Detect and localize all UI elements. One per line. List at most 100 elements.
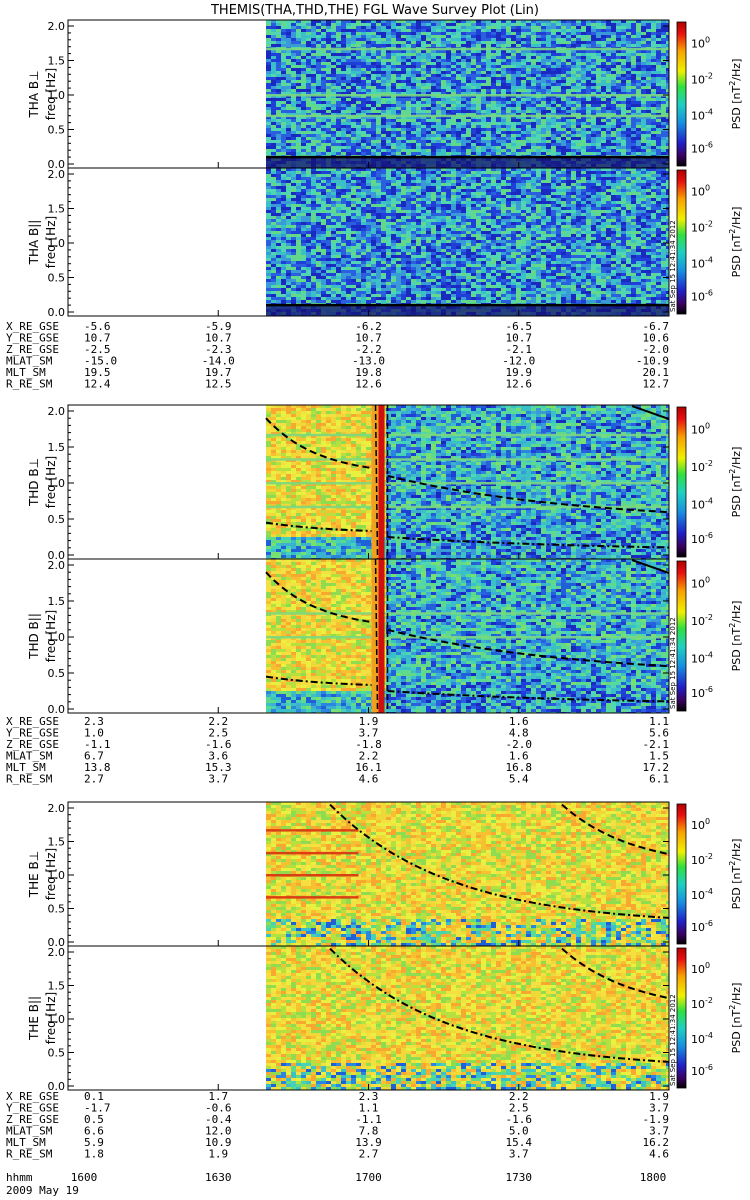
figure-title: THEMIS(THA,THD,THE) FGL Wave Survey Plot… bbox=[210, 3, 539, 18]
time-row-label: hhmm bbox=[6, 1171, 33, 1184]
half-fce-curve bbox=[387, 536, 669, 549]
date-label: 2009 May 19 bbox=[6, 1184, 79, 1197]
colorbar-tick-label: 10-4 bbox=[691, 651, 713, 666]
ephemeris-value: 12.0 bbox=[205, 1125, 232, 1138]
ephemeris-row-label: X_RE_GSE bbox=[6, 715, 59, 728]
ephemeris-row-label: Y_RE_GSE bbox=[6, 727, 59, 740]
ephemeris-value: 6.7 bbox=[84, 750, 104, 763]
harmonic-line bbox=[266, 612, 669, 615]
ephemeris-value: 1.7 bbox=[208, 1090, 228, 1103]
y-tick-label: 1.0 bbox=[48, 631, 66, 644]
ephemeris-value: 13.8 bbox=[84, 761, 111, 774]
y-tick-label: 0.5 bbox=[48, 667, 66, 680]
ephemeris-row-label: Y_RE_GSE bbox=[6, 1102, 59, 1115]
y-axis-label: freq [Hz] bbox=[44, 68, 58, 120]
ephemeris-value: 6.1 bbox=[649, 773, 669, 786]
ephemeris-value: 10.9 bbox=[205, 1136, 232, 1149]
y-tick-label: 0.5 bbox=[48, 272, 66, 285]
harmonic-line bbox=[266, 114, 669, 118]
ephemeris-value: 12.5 bbox=[205, 378, 232, 391]
ephemeris-value: 20.1 bbox=[643, 366, 670, 379]
colorbar-label: PSD [nT2/Hz] bbox=[728, 207, 743, 278]
ephemeris-value: 3.7 bbox=[509, 1148, 529, 1161]
y-tick-label: 2.0 bbox=[48, 946, 66, 959]
ephemeris-value: -2.2 bbox=[355, 343, 382, 356]
colorbar-tick-label: 10-2 bbox=[691, 852, 713, 867]
y-tick-label: 1.0 bbox=[48, 237, 66, 250]
low-frequency-band bbox=[266, 306, 669, 316]
colorbar-tick-label: 10-6 bbox=[691, 1063, 713, 1078]
ephemeris-row-label: MLAT_SM bbox=[6, 1125, 53, 1138]
y-axis-label: freq [Hz] bbox=[44, 848, 58, 900]
y-tick-label: 0.5 bbox=[48, 124, 66, 137]
ephemeris-value: 1.1 bbox=[359, 1102, 379, 1115]
colorbar-tick-label: 100 bbox=[691, 184, 710, 199]
y-tick-label: 0.0 bbox=[48, 158, 66, 171]
ephemeris-value: 0.5 bbox=[84, 1113, 104, 1126]
ephemeris-row-label: R_RE_SM bbox=[6, 378, 53, 391]
ephemeris-value: 3.7 bbox=[649, 1102, 669, 1115]
y-tick-label: 2.0 bbox=[48, 168, 66, 181]
harmonic-line bbox=[266, 94, 669, 97]
spike-curve bbox=[374, 405, 379, 559]
time-tick-label: 1630 bbox=[205, 1171, 232, 1184]
ephemeris-value: 16.8 bbox=[506, 761, 533, 774]
timestamp: Sat Sep 15 12:41:34 2012 bbox=[669, 617, 677, 709]
harmonic-line bbox=[266, 874, 359, 877]
ephemeris-value: 3.6 bbox=[208, 750, 228, 763]
ephemeris-value: 1.8 bbox=[84, 1148, 104, 1161]
ephemeris-value: 4.8 bbox=[509, 727, 529, 740]
half-fce-curve bbox=[265, 675, 372, 686]
ephemeris-value: 2.3 bbox=[359, 1090, 379, 1103]
spike-band bbox=[371, 405, 380, 559]
harmonic-line bbox=[266, 636, 669, 639]
ephemeris-value: 16.1 bbox=[355, 761, 382, 774]
colorbar-tick-label: 10-2 bbox=[691, 72, 713, 87]
colorbar-tick-label: 10-2 bbox=[691, 459, 713, 474]
ephemeris-value: -5.9 bbox=[205, 320, 232, 333]
ephemeris-value: 6.6 bbox=[84, 1125, 104, 1138]
ephemeris-value: 1.0 bbox=[84, 727, 104, 740]
colorbar-tick-label: 10-4 bbox=[691, 108, 713, 123]
ephemeris-value: -2.0 bbox=[506, 738, 533, 751]
ephemeris-value: 15.4 bbox=[506, 1136, 533, 1149]
ephemeris-value: 12.7 bbox=[643, 378, 670, 391]
ephemeris-value: 1.9 bbox=[359, 715, 379, 728]
spike-band bbox=[371, 559, 380, 713]
ephemeris-row-label: X_RE_GSE bbox=[6, 1090, 59, 1103]
ephemeris-value: 10.7 bbox=[84, 332, 111, 345]
ephemeris-value: 7.8 bbox=[359, 1125, 379, 1138]
ephemeris-row-label: R_RE_SM bbox=[6, 773, 53, 786]
spectrogram-image bbox=[265, 559, 669, 713]
colorbar-tick-label: 10-4 bbox=[691, 1031, 713, 1046]
ephemeris-value: 3.7 bbox=[649, 1125, 669, 1138]
y-tick-label: 1.5 bbox=[48, 595, 66, 608]
colorbar-tick-label: 100 bbox=[691, 961, 710, 976]
ephemeris-value: 10.6 bbox=[643, 332, 670, 345]
colorbar bbox=[676, 947, 687, 1089]
ephemeris-value: 4.6 bbox=[359, 773, 379, 786]
colorbar-tick-label: 100 bbox=[691, 36, 710, 51]
panel-label: THA B|| bbox=[27, 220, 41, 266]
ephemeris-row-label: R_RE_SM bbox=[6, 1148, 53, 1161]
ephemeris-value: -2.5 bbox=[84, 343, 111, 356]
spectrogram-panel: 2.0 1.5 1.0 0.5 0.0 THD B⊥ freq [Hz] 100 10-2 10-… bbox=[27, 404, 743, 562]
harmonic-line bbox=[266, 505, 669, 509]
panel-label: THA B⊥ bbox=[27, 70, 41, 118]
time-tick-label: 1600 bbox=[71, 1171, 98, 1184]
ephemeris-value: 1.1 bbox=[649, 715, 669, 728]
ephemeris-value: -1.1 bbox=[355, 1113, 382, 1126]
time-axis-labels: 1600 1630 1700 1730 1800 bbox=[71, 1171, 667, 1184]
y-tick-label: 1.5 bbox=[48, 836, 66, 849]
y-tick-label: 0.5 bbox=[48, 1047, 66, 1060]
spectrogram-image bbox=[265, 405, 669, 559]
upper-boundary-curve bbox=[631, 559, 669, 574]
ephemeris-value: 2.5 bbox=[509, 1102, 529, 1115]
y-tick-label: 1.0 bbox=[48, 1013, 66, 1026]
colorbar bbox=[676, 406, 687, 558]
colorbar-tick-label: 10-6 bbox=[691, 141, 713, 156]
ephemeris-value: 19.8 bbox=[355, 366, 382, 379]
upper-boundary-curve bbox=[631, 405, 669, 420]
ephemeris-value: -15.0 bbox=[84, 355, 117, 368]
y-tick-label: 1.0 bbox=[48, 89, 66, 102]
